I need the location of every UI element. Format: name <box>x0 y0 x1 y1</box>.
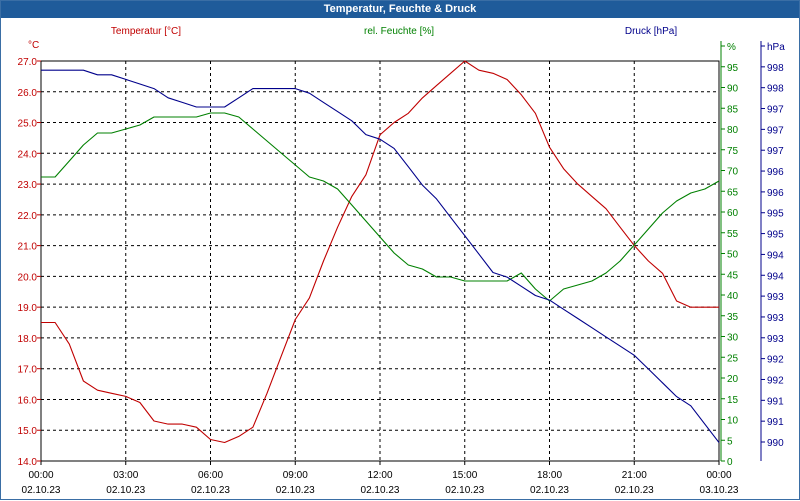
temperature-axis-label: Temperatur [°C] <box>111 26 181 37</box>
humidity-tick-label: 90 <box>727 84 739 95</box>
temperature-tick-label: 18.0 <box>18 334 38 345</box>
humidity-tick-label: 50 <box>727 250 739 261</box>
pressure-axis-label: Druck [hPa] <box>625 26 677 37</box>
temperature-tick-label: 22.0 <box>18 211 38 222</box>
temperature-series-line <box>41 60 719 444</box>
humidity-tick-label: 45 <box>727 270 739 281</box>
humidity-tick-label: 20 <box>727 374 739 385</box>
x-tick-time: 15:00 <box>452 470 477 481</box>
temperature-tick-label: 27.0 <box>18 57 38 68</box>
pressure-tick-label: 997 <box>767 105 784 116</box>
humidity-tick-label: % <box>727 42 736 53</box>
pressure-tick-label: 993 <box>767 292 784 303</box>
temperature-tick-label: 16.0 <box>18 395 38 406</box>
humidity-tick-label: 30 <box>727 333 739 344</box>
humidity-axis-label: rel. Feuchte [%] <box>364 26 434 37</box>
temperature-tick-label: 14.0 <box>18 457 38 468</box>
x-tick-time: 00:00 <box>706 470 731 481</box>
pressure-series-line <box>41 69 720 443</box>
pressure-tick-label: 994 <box>767 271 784 282</box>
pressure-tick-label: 995 <box>767 209 784 220</box>
humidity-tick-label: 40 <box>727 291 739 302</box>
temperature-tick-label: 25.0 <box>18 119 38 130</box>
temperature-unit-label: °C <box>28 40 39 51</box>
x-tick-time: 09:00 <box>283 470 308 481</box>
humidity-tick-label: 65 <box>727 187 739 198</box>
x-tick-time: 00:00 <box>28 470 53 481</box>
x-tick-time: 06:00 <box>198 470 223 481</box>
temperature-tick-label: 21.0 <box>18 242 38 253</box>
humidity-tick-label: 60 <box>727 208 739 219</box>
pressure-tick-label: 993 <box>767 334 784 345</box>
x-tick-date: 02.10.23 <box>276 485 315 496</box>
humidity-tick-label: 15 <box>727 395 739 406</box>
humidity-tick-label: 95 <box>727 63 739 74</box>
x-tick-date: 02.10.23 <box>361 485 400 496</box>
pressure-tick-label: 998 <box>767 84 784 95</box>
temperature-tick-label: 23.0 <box>18 180 38 191</box>
humidity-tick-label: 25 <box>727 353 739 364</box>
x-tick-date: 02.10.23 <box>106 485 145 496</box>
humidity-tick-label: 85 <box>727 104 739 115</box>
pressure-tick-label: 991 <box>767 417 784 428</box>
humidity-tick-label: 80 <box>727 125 739 136</box>
humidity-tick-label: 5 <box>727 436 733 447</box>
x-tick-time: 12:00 <box>367 470 392 481</box>
pressure-tick-label: 995 <box>767 230 784 241</box>
temperature-tick-label: 19.0 <box>18 303 38 314</box>
pressure-tick-label: 994 <box>767 250 784 261</box>
temperature-tick-label: 26.0 <box>18 88 38 99</box>
temperature-tick-label: 15.0 <box>18 426 38 437</box>
humidity-tick-label: 75 <box>727 146 739 157</box>
grid <box>40 60 720 462</box>
temperature-tick-label: 20.0 <box>18 272 38 283</box>
humidity-tick-label: 55 <box>727 229 739 240</box>
pressure-tick-label: hPa <box>767 42 785 53</box>
pressure-tick-label: 998 <box>767 63 784 74</box>
humidity-tick-label: 70 <box>727 167 739 178</box>
x-tick-date: 02.10.23 <box>22 485 61 496</box>
humidity-series-line <box>41 112 720 302</box>
x-tick-time: 03:00 <box>113 470 138 481</box>
pressure-tick-label: 996 <box>767 188 784 199</box>
pressure-tick-label: 992 <box>767 375 784 386</box>
axes: 00:00 02.10.23 03:00 02.10.23 06:00 02.10.23 0… <box>18 41 785 496</box>
x-tick-date: 02.10.23 <box>191 485 230 496</box>
temperature-tick-label: 17.0 <box>18 365 38 376</box>
x-tick-date: 03.10.23 <box>700 485 739 496</box>
x-tick-date: 02.10.23 <box>530 485 569 496</box>
window-title: Temperatur, Feuchte & Druck <box>1 1 799 18</box>
pressure-tick-label: 997 <box>767 146 784 157</box>
series-lines <box>41 60 720 444</box>
x-tick-time: 21:00 <box>622 470 647 481</box>
pressure-tick-label: 996 <box>767 167 784 178</box>
x-tick-date: 02.10.23 <box>615 485 654 496</box>
humidity-tick-label: 10 <box>727 416 739 427</box>
x-tick-time: 18:00 <box>537 470 562 481</box>
pressure-tick-label: 990 <box>767 438 784 449</box>
x-tick-date: 02.10.23 <box>445 485 484 496</box>
pressure-tick-label: 992 <box>767 355 784 366</box>
humidity-tick-label: 0 <box>727 457 733 468</box>
humidity-tick-label: 35 <box>727 312 739 323</box>
pressure-tick-label: 997 <box>767 125 784 136</box>
pressure-tick-label: 991 <box>767 396 784 407</box>
pressure-tick-label: 993 <box>767 313 784 324</box>
temperature-tick-label: 24.0 <box>18 149 38 160</box>
